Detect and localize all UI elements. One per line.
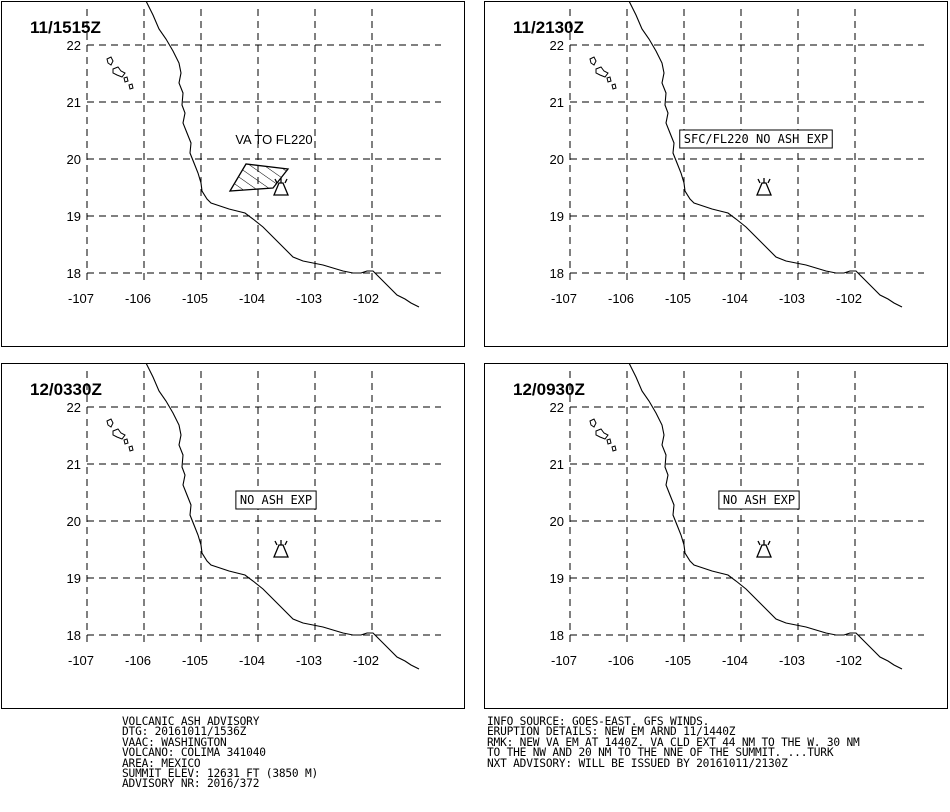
advisory-line: VOLCANIC ASH ADVISORY [122,715,260,728]
longitude-label: -103 [296,291,322,306]
latitude-label: 21 [550,457,564,472]
advisory-line: NXT ADVISORY: WILL BE ISSUED BY 20161011… [487,756,788,770]
forecast-label-box [235,490,317,510]
panel-time-label: 12/0930Z [513,380,585,399]
longitude-label: -105 [665,653,691,668]
graticule [569,371,924,646]
longitude-label: -106 [125,291,151,306]
latitude-label: 20 [67,514,81,529]
forecast-panel: 22 21 20 19 18 -107 -106 -105 -104 -103 -102 SFC/FL… [484,1,948,347]
latitude-label: 19 [550,571,564,586]
volcano-icon [756,540,772,558]
volcano-icon [756,178,772,196]
longitude-label: -107 [551,291,577,306]
longitude-label: -106 [608,291,634,306]
longitude-label: -104 [722,653,748,668]
longitude-label: -105 [182,653,208,668]
longitude-label: -107 [551,653,577,668]
coastline [145,2,420,308]
islands [106,56,134,90]
latitude-label: 20 [550,152,564,167]
latitude-label: 19 [67,571,81,586]
islands [589,418,617,452]
coastline [628,2,903,308]
latitude-label: 21 [550,95,564,110]
latitude-label: 22 [67,400,81,415]
advisory-line: ADVISORY NR: 2016/372 [122,777,260,791]
forecast-panel: 22 21 20 19 18 -107 -106 -105 -104 -103 -102 VA TO … [1,1,465,347]
map-canvas: 22 21 20 19 18 -107 -106 -105 -104 -103 -102 NO ASH… [550,364,924,670]
latitude-label: 18 [67,628,81,643]
longitude-label: -103 [779,653,805,668]
advisory-line: ERUPTION DETAILS: NEW EM ARND 11/1440Z [487,725,736,739]
advisory-line: VOLCANO: COLIMA 341040 [122,746,266,760]
coastline [145,364,420,670]
latitude-label: 22 [550,38,564,53]
forecast-label: SFC/FL220 NO ASH EXP [684,132,829,146]
longitude-label: -102 [836,291,862,306]
longitude-label: -104 [239,653,265,668]
latitude-label: 19 [550,209,564,224]
forecast-label: VA TO FL220 [235,132,312,147]
latitude-label: 22 [67,38,81,53]
longitude-label: -107 [68,291,94,306]
forecast-panel: 22 21 20 19 18 -107 -106 -105 -104 -103 -102 NO ASH… [1,363,465,709]
latitude-label: 21 [67,457,81,472]
latitude-label: 22 [550,400,564,415]
longitude-label: -102 [353,653,379,668]
longitude-label: -106 [608,653,634,668]
graticule [86,9,441,284]
longitude-label: -102 [353,291,379,306]
coastline [628,364,903,670]
forecast-label: NO ASH EXP [240,493,312,507]
longitude-label: -103 [296,653,322,668]
longitude-label: -102 [836,653,862,668]
latitude-label: 19 [67,209,81,224]
longitude-label: -106 [125,653,151,668]
islands [106,418,134,452]
latitude-label: 18 [550,628,564,643]
longitude-label: -104 [239,291,265,306]
volcano-icon [273,540,289,558]
advisory-line: DTG: 20161011/1536Z [122,725,247,739]
latitude-label: 18 [67,266,81,281]
map-canvas: 22 21 20 19 18 -107 -106 -105 -104 -103 -102 SFC/FL… [550,2,924,308]
longitude-label: -103 [779,291,805,306]
panel-time-label: 12/0330Z [30,380,102,399]
latitude-label: 20 [67,152,81,167]
forecast-panel: 22 21 20 19 18 -107 -106 -105 -104 -103 -102 NO ASH… [484,363,948,709]
panel-time-label: 11/2130Z [513,18,584,37]
ash-cloud-polygon [228,163,290,192]
map-canvas: 22 21 20 19 18 -107 -106 -105 -104 -103 -102 VA TO … [67,2,441,308]
longitude-label: -105 [665,291,691,306]
longitude-label: -107 [68,653,94,668]
advisory-line: VAAC: WASHINGTON [122,735,227,749]
advisory-header-text: VOLCANIC ASH ADVISORY DTG: 20161011/1536Z… [122,715,319,791]
panel-time-label: 11/1515Z [30,18,101,37]
longitude-label: -105 [182,291,208,306]
advisory-details-text: INFO SOURCE: GOES-EAST. GFS WINDS. ERUPTI… [487,715,860,770]
latitude-label: 18 [550,266,564,281]
advisory-line: TO THE NW AND 20 NM TO THE NNE OF THE SU… [487,746,834,760]
latitude-label: 20 [550,514,564,529]
advisory-line: AREA: MEXICO [122,756,201,770]
longitude-label: -104 [722,291,748,306]
latitude-label: 21 [67,95,81,110]
islands [589,56,617,90]
forecast-label-box [718,490,800,510]
map-canvas: 22 21 20 19 18 -107 -106 -105 -104 -103 -102 NO ASH… [67,364,441,670]
forecast-label-box [679,129,833,149]
forecast-label: NO ASH EXP [723,493,795,507]
advisory-line: SUMMIT ELEV: 12631 FT (3850 M) [122,766,319,780]
advisory-line: INFO SOURCE: GOES-EAST. GFS WINDS. [487,715,710,728]
advisory-line: RMK: NEW VA EM AT 1440Z. VA CLD EXT 44 N… [487,735,860,749]
